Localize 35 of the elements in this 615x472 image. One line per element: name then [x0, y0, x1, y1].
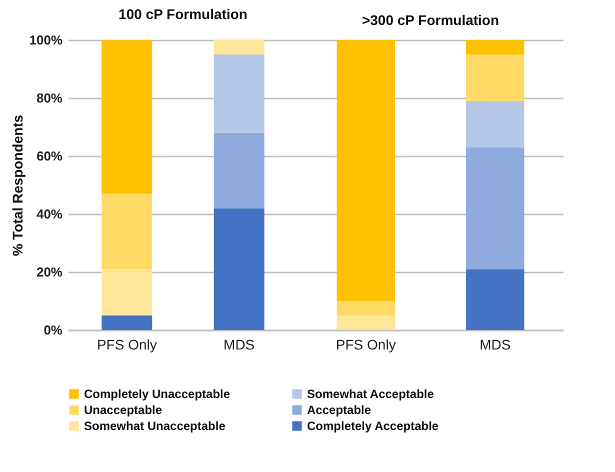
legend-label: Acceptable [307, 403, 372, 417]
legend-label: Somewhat Acceptable [307, 387, 434, 401]
bar [466, 147, 524, 270]
bar [102, 194, 152, 270]
bar [214, 40, 264, 54]
x-tick-label: PFS Only [336, 336, 396, 352]
x-tick-label: MDS [224, 336, 255, 352]
bar [336, 40, 395, 301]
y-tick-label: 80% [36, 90, 63, 106]
bar [336, 301, 395, 316]
bar [214, 132, 264, 208]
legend-label: Somewhat Unacceptable [84, 419, 226, 433]
bar [214, 54, 264, 133]
bar [466, 100, 524, 148]
bar [102, 40, 152, 194]
legend-label: Completely Unacceptable [84, 387, 230, 401]
bar [102, 269, 152, 316]
bar [336, 316, 395, 330]
bar [102, 316, 152, 330]
y-axis-title: % Total Respondents [9, 114, 26, 256]
bar [214, 208, 264, 330]
chart-title: >300 cP Formulation [362, 12, 500, 28]
y-tick-label: 40% [36, 206, 63, 222]
y-tick-label: 20% [36, 264, 63, 280]
legend-label: Completely Acceptable [307, 419, 439, 433]
x-tick-label: PFS Only [96, 336, 157, 352]
bar [466, 269, 524, 330]
y-tick-label: 0% [44, 322, 63, 338]
bar [466, 40, 524, 54]
x-tick-label: MDS [480, 336, 511, 352]
chart-title: 100 cP Formulation [118, 6, 248, 22]
y-tick-label: 60% [36, 148, 63, 164]
bar [466, 54, 524, 101]
y-tick-label: 100% [29, 32, 63, 48]
legend-label: Unacceptable [84, 403, 162, 417]
